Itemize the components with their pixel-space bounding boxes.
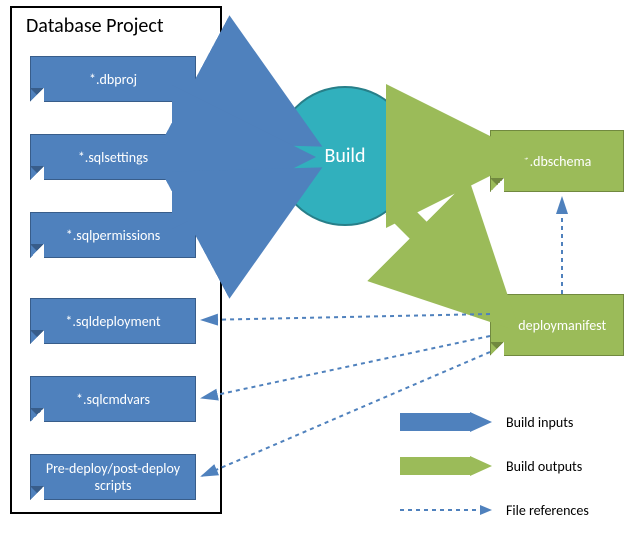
legend-row-inputs: Build inputs <box>398 406 589 438</box>
legend-arrow-icon <box>398 454 494 478</box>
box-label: *.deploymanifest <box>508 317 606 334</box>
box-scripts: Pre-deploy/post-deploy scripts <box>30 454 196 500</box>
legend-label: Build outputs <box>506 458 582 475</box>
box-sqldeployment: *.sqldeployment <box>30 298 196 344</box>
box-dbschema: *.dbschema <box>490 130 624 192</box>
box-sqlcmdvars: *.sqlcmdvars <box>30 376 196 422</box>
legend-arrow-icon <box>398 410 494 434</box>
box-label: *.dbproj <box>89 71 137 88</box>
box-deploymanifest: *.deploymanifest <box>490 294 624 356</box>
box-label: Pre-deploy/post-deploy scripts <box>35 460 191 494</box>
box-dbproj: *.dbproj <box>30 56 196 102</box>
box-sqlpermissions: *.sqlpermissions <box>30 212 196 258</box>
box-label: *.dbschema <box>523 153 592 170</box>
legend: Build inputs Build outputs File referenc… <box>398 406 589 526</box>
box-label: *.sqlcmdvars <box>76 391 150 408</box>
circle-label: Build <box>324 144 365 168</box>
container-title: Database Project <box>12 8 220 44</box>
legend-arrow-icon <box>398 498 494 522</box>
legend-row-refs: File references <box>398 494 589 526</box>
legend-label: Build inputs <box>506 414 573 431</box>
box-sqlsettings: *.sqlsettings <box>30 134 196 180</box>
box-label: *.sqldeployment <box>65 313 160 330</box>
legend-row-outputs: Build outputs <box>398 450 589 482</box>
legend-label: File references <box>506 502 589 519</box>
box-label: *.sqlsettings <box>78 149 148 166</box>
box-label: *.sqlpermissions <box>66 227 161 244</box>
build-circle: Build <box>275 86 415 226</box>
